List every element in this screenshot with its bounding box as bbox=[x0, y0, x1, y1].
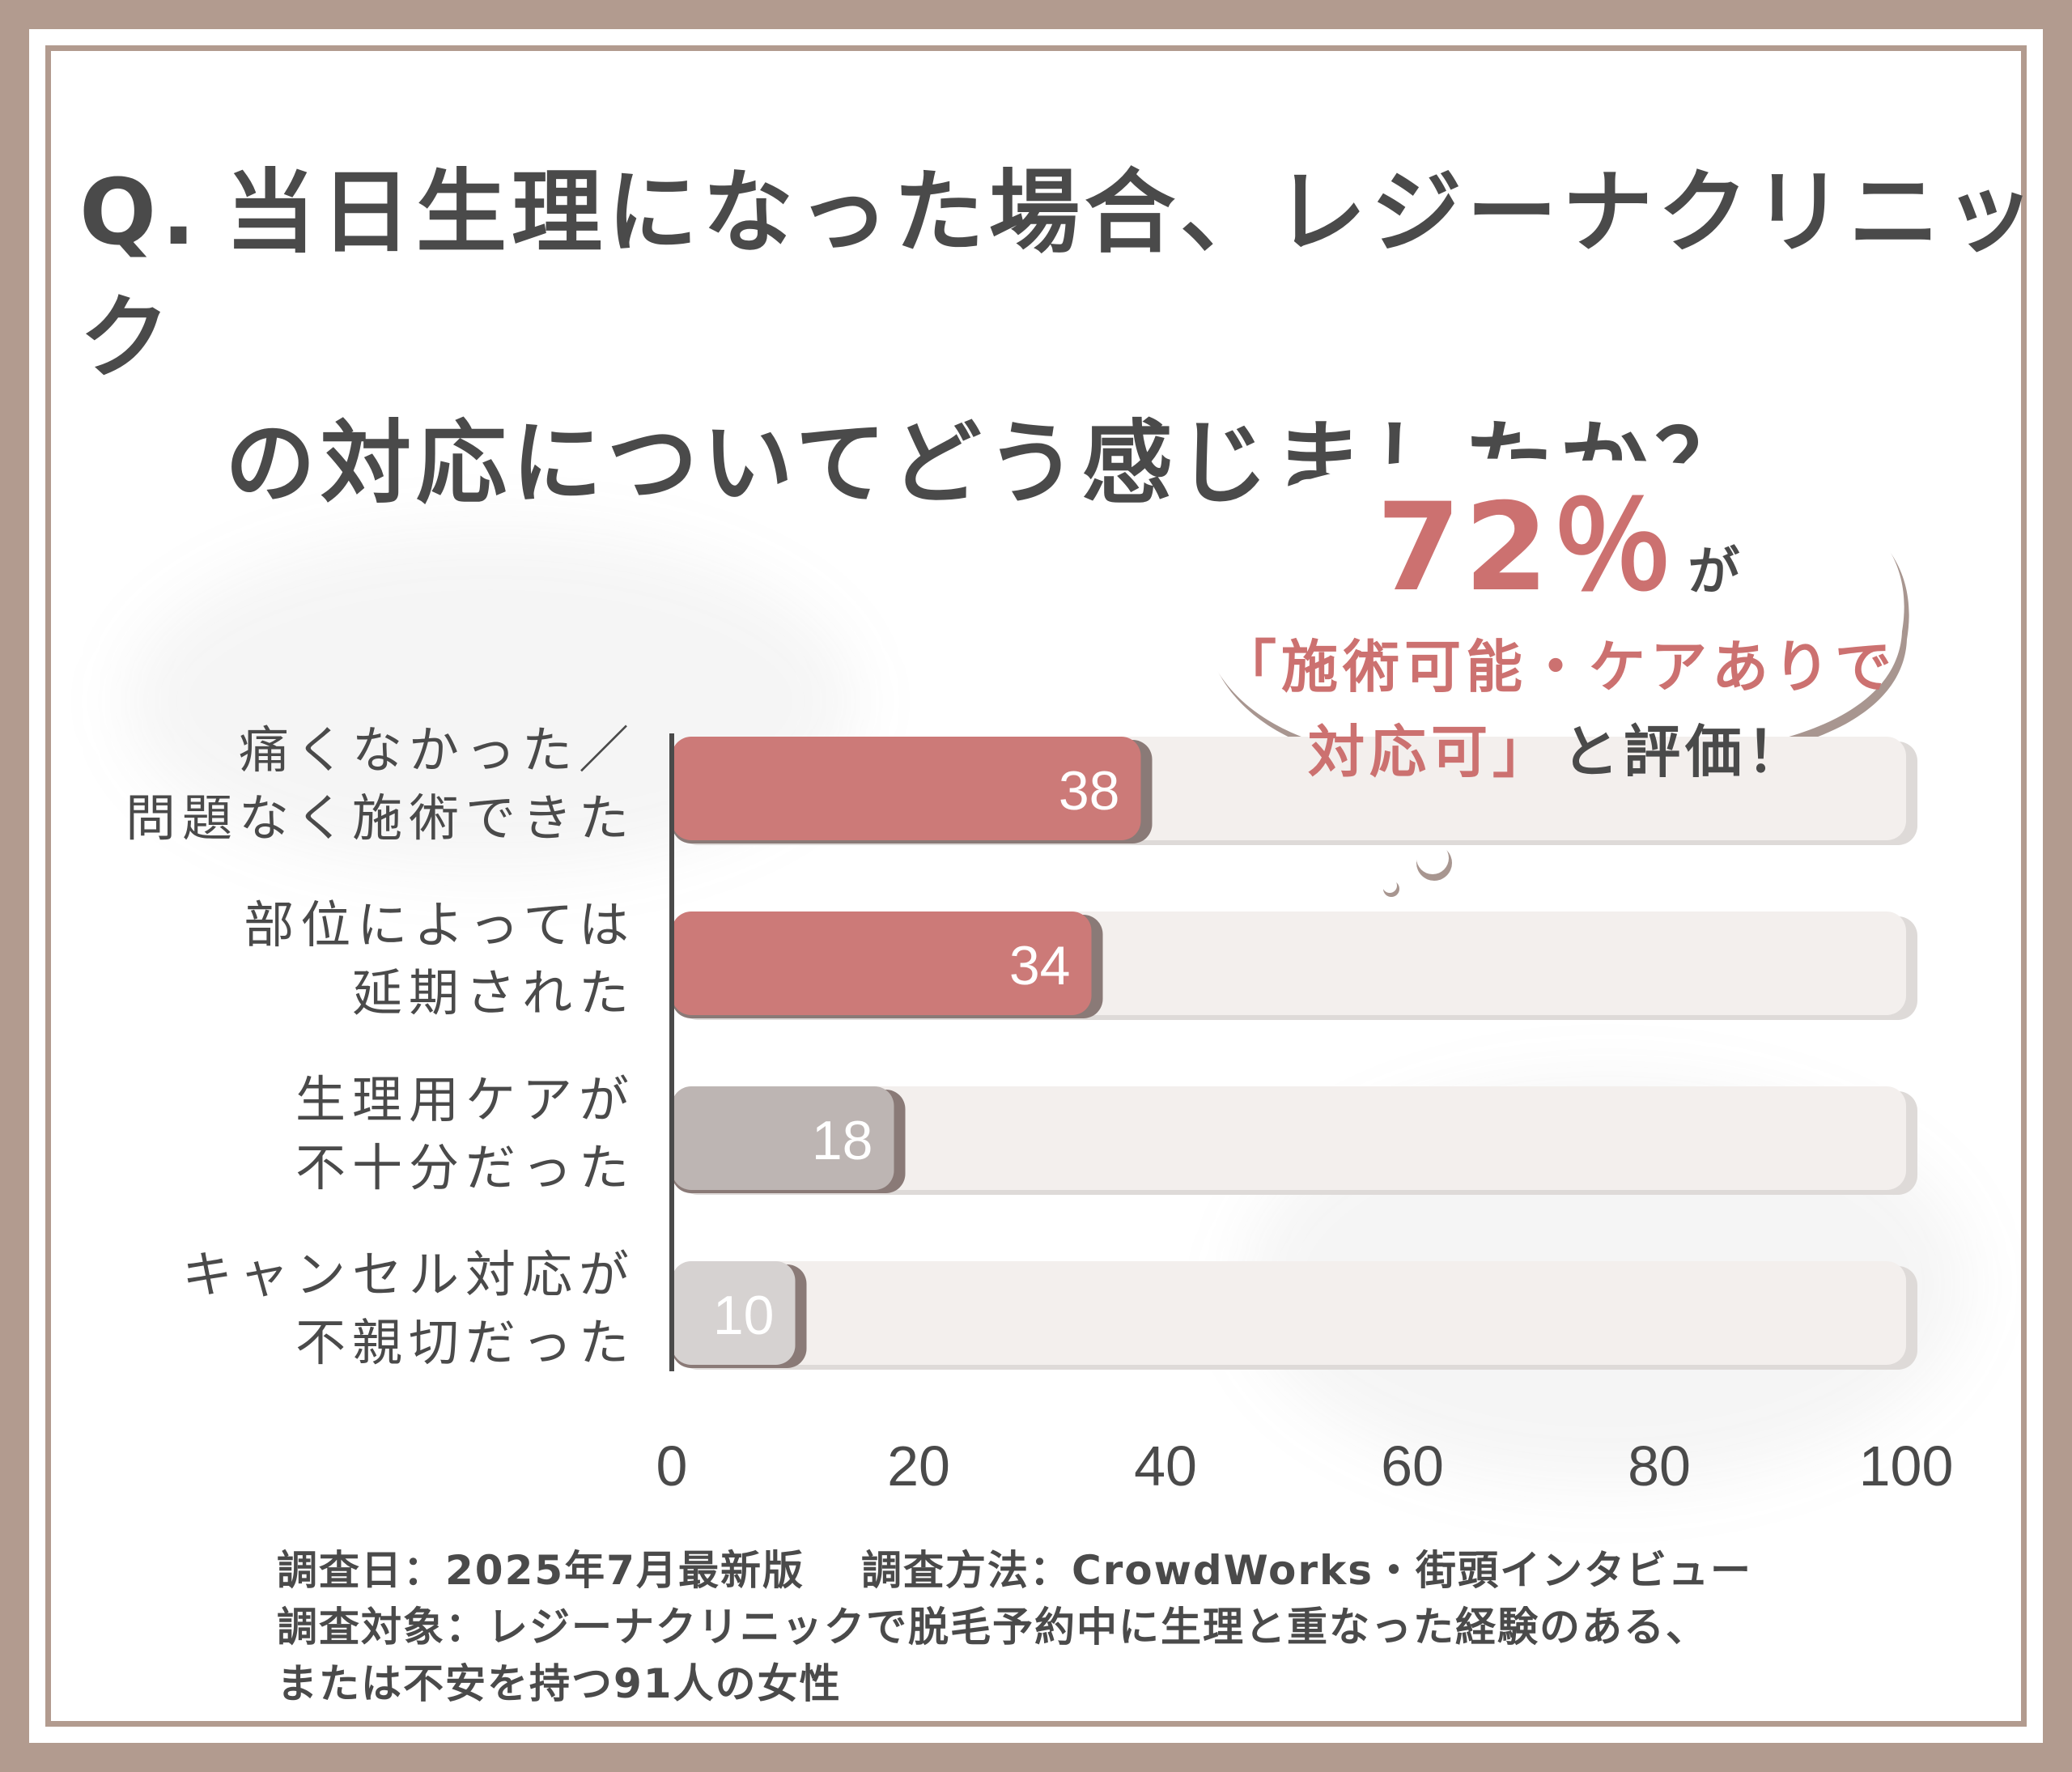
x-tick-label: 100 bbox=[1859, 1434, 1954, 1498]
survey-target: 調査対象：レジーナクリニックで脱毛予約中に生理と重なった経験のある、 bbox=[277, 1604, 1708, 1651]
category-label: 痛くなかった／ bbox=[239, 720, 635, 780]
survey-date: 調査日：2025年7月最新版 bbox=[277, 1547, 805, 1594]
x-tick-label: 0 bbox=[656, 1434, 688, 1498]
category-label: 延期された bbox=[352, 963, 635, 1022]
callout-line-3: 対応可」 と評価！ bbox=[1308, 719, 1808, 785]
category-label: 部位によっては bbox=[244, 895, 635, 954]
bar-track bbox=[672, 1086, 1906, 1190]
category-label: 問題なく施術できた bbox=[125, 788, 635, 848]
bar bbox=[672, 911, 1092, 1015]
category-label: キャンセル対応が bbox=[182, 1245, 635, 1304]
x-tick-label: 60 bbox=[1381, 1434, 1444, 1498]
bar bbox=[672, 1261, 796, 1365]
category-label: 生理用ケアが bbox=[295, 1070, 635, 1129]
survey-footer: 調査日：2025年7月最新版 調査方法：CrowdWorks・街頭インタビュー 調… bbox=[277, 1542, 1896, 1712]
infographic-card: Q. 当日生理になった場合、レジーナクリニック の対応についてどう感じましたか？ bbox=[29, 29, 2043, 1743]
category-label: 不十分だった bbox=[295, 1138, 635, 1197]
callout-percent: 72％ bbox=[1376, 478, 1677, 618]
survey-target-cont: または不安を持つ91人の女性 bbox=[277, 1660, 842, 1707]
x-tick-label: 80 bbox=[1628, 1434, 1691, 1498]
bar-value-label: 10 bbox=[713, 1285, 775, 1346]
bar-track bbox=[672, 1261, 1906, 1365]
x-tick-label: 40 bbox=[1134, 1434, 1197, 1498]
question-prefix: Q. bbox=[79, 160, 201, 266]
callout-line-2: 「施術可能・ケアありで bbox=[1220, 634, 1896, 700]
category-label: 不親切だった bbox=[295, 1313, 635, 1372]
x-tick-label: 20 bbox=[887, 1434, 950, 1498]
callout-headline: 72％が bbox=[1376, 478, 1740, 618]
callout-bubble bbox=[1195, 458, 1909, 897]
title-line-1: Q. 当日生理になった場合、レジーナクリニック bbox=[79, 151, 2043, 402]
bar bbox=[672, 1086, 894, 1190]
survey-method: 調査方法：CrowdWorks・街頭インタビュー bbox=[860, 1547, 1753, 1594]
bar-value-label: 38 bbox=[1059, 760, 1120, 822]
callout-text: 72％が 「施術可能・ケアありで 対応可」 と評価！ bbox=[1182, 449, 1934, 795]
bar bbox=[672, 737, 1141, 840]
bar-value-label: 18 bbox=[812, 1110, 873, 1171]
bar-value-label: 34 bbox=[1009, 935, 1071, 996]
footer-line-1: 調査日：2025年7月最新版 調査方法：CrowdWorks・街頭インタビュー bbox=[277, 1542, 1896, 1599]
